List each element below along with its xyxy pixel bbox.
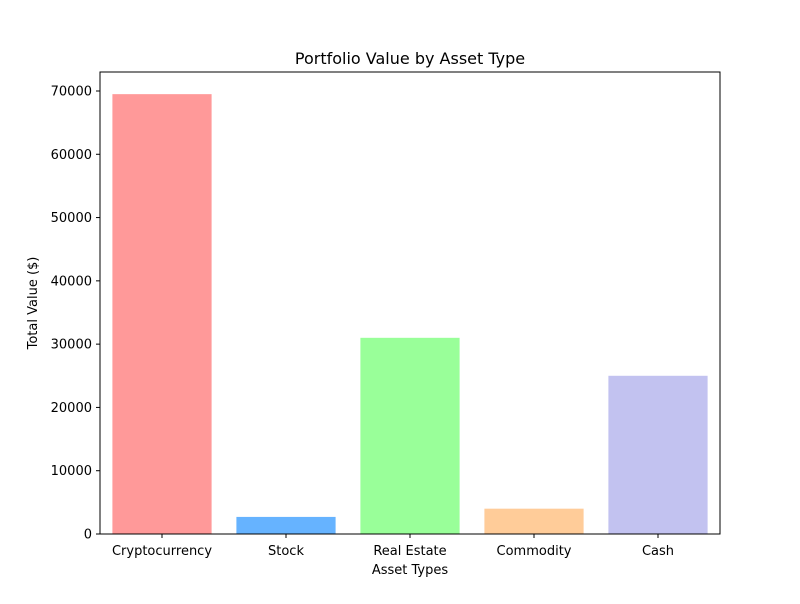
chart-title: Portfolio Value by Asset Type	[295, 49, 525, 68]
bar-cash	[608, 375, 708, 534]
x-axis-label: Asset Types	[372, 563, 449, 578]
bar-cryptocurrency	[112, 94, 212, 535]
x-tick-label: Cash	[642, 544, 674, 559]
x-tick-label: Real Estate	[373, 544, 446, 559]
bar-commodity	[484, 508, 584, 534]
y-tick-label: 20000	[51, 401, 92, 416]
y-axis-ticks: 0 10000 20000 30000 40000 50000 60000 70000	[51, 84, 100, 543]
bar-real-estate	[360, 337, 460, 534]
x-axis-ticks: Cryptocurrency Stock Real Estate Commodity C…	[112, 534, 674, 559]
y-axis-label: Total Value ($)	[26, 257, 41, 351]
bar-stock	[236, 516, 336, 534]
bars-layer	[112, 94, 708, 535]
y-tick-label: 10000	[51, 464, 92, 479]
y-tick-label: 70000	[51, 84, 92, 99]
y-tick-label: 30000	[51, 338, 92, 353]
y-tick-label: 0	[84, 528, 92, 543]
y-tick-label: 60000	[51, 148, 92, 163]
x-tick-label: Stock	[268, 544, 304, 559]
y-tick-label: 40000	[51, 274, 92, 289]
x-tick-label: Commodity	[497, 544, 572, 559]
x-tick-label: Cryptocurrency	[112, 544, 212, 559]
y-tick-label: 50000	[51, 211, 92, 226]
